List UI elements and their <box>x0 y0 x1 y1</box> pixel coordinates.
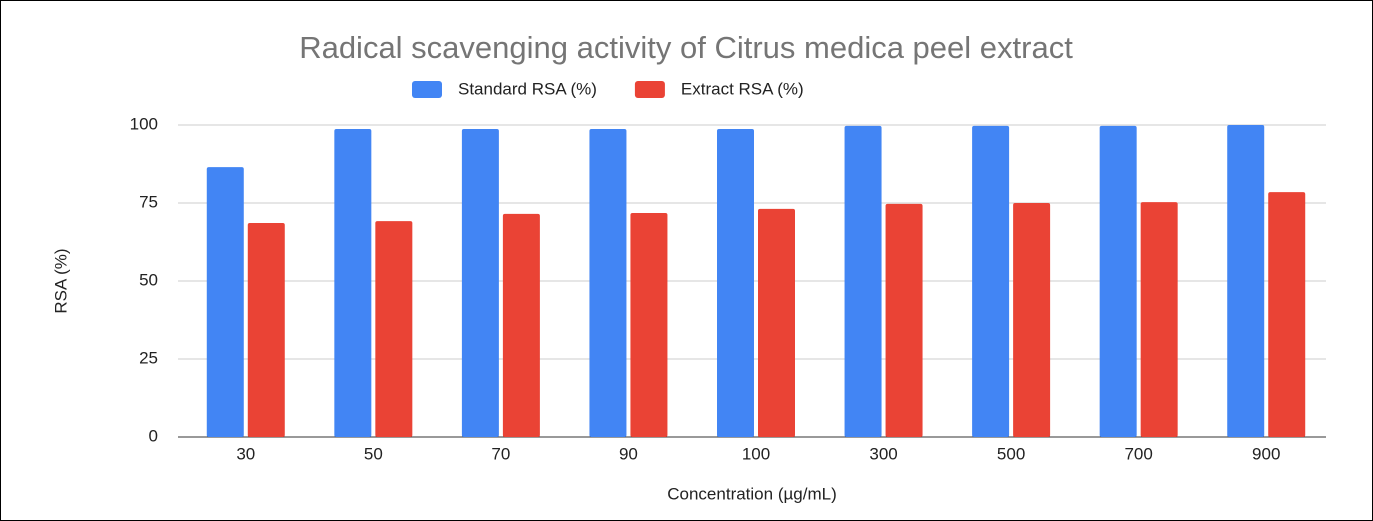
y-axis-label: RSA (%) <box>51 248 70 313</box>
x-tick-label: 700 <box>1124 444 1152 463</box>
bar <box>375 221 413 437</box>
bar <box>972 125 1010 437</box>
legend-swatch <box>412 81 442 98</box>
bar <box>502 213 540 437</box>
y-tick-label: 25 <box>139 348 158 367</box>
legend-label: Standard RSA (%) <box>458 79 597 98</box>
x-tick-label: 50 <box>364 444 383 463</box>
x-tick-label: 100 <box>742 444 770 463</box>
bar <box>461 129 499 437</box>
y-tick-label: 100 <box>130 114 158 133</box>
bar <box>844 125 882 437</box>
x-tick-label: 300 <box>869 444 897 463</box>
bar <box>1099 125 1137 437</box>
bar <box>630 212 668 437</box>
x-tick-label: 30 <box>236 444 255 463</box>
bar <box>589 129 627 437</box>
x-tick-label: 500 <box>997 444 1025 463</box>
legend-swatch <box>634 81 665 98</box>
chart-title: Radical scavenging activity of Citrus me… <box>299 30 1073 65</box>
bar <box>334 129 372 437</box>
bar <box>1268 192 1306 437</box>
legend-label: Extract RSA (%) <box>681 79 804 98</box>
bar <box>1140 202 1178 437</box>
bar <box>206 167 244 437</box>
y-tick-label: 50 <box>139 270 158 289</box>
bar <box>885 203 923 437</box>
x-axis-label: Concentration (µg/mL) <box>667 484 836 503</box>
bar <box>758 208 795 437</box>
y-tick-label: 75 <box>139 192 158 211</box>
bar <box>717 129 754 437</box>
bar <box>1013 203 1051 437</box>
x-tick-label: 90 <box>619 444 638 463</box>
bar <box>1227 125 1265 437</box>
x-tick-label: 900 <box>1252 444 1280 463</box>
bar <box>247 222 285 437</box>
y-tick-label: 0 <box>149 426 158 445</box>
x-tick-label: 70 <box>491 444 510 463</box>
